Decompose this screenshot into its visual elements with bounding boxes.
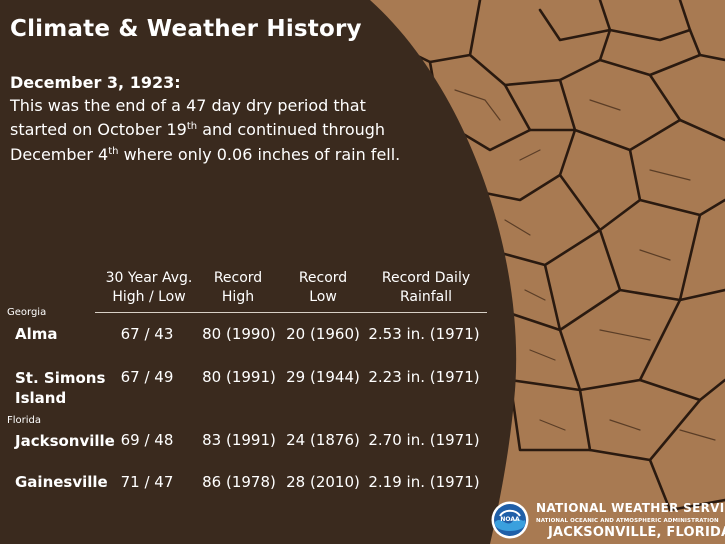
event-date: December 3, 1923: (10, 73, 181, 92)
city-name: St. Simons Island (15, 369, 106, 407)
svg-text:NOAA: NOAA (500, 516, 520, 523)
cell-record-high: 83 (1991) (202, 431, 276, 449)
header-avg: 30 Year Avg. High / Low (105, 270, 193, 305)
header-record-low: Record Low (298, 270, 348, 305)
cell-record-high: 80 (1991) (202, 368, 276, 386)
city-name: Gainesville (15, 473, 108, 491)
state-label-georgia: Georgia (7, 307, 47, 318)
header-divider (95, 312, 487, 313)
cell-record-rainfall: 2.23 in. (1971) (368, 368, 480, 386)
cell-record-low: 28 (2010) (286, 473, 360, 491)
cell-record-rainfall: 2.53 in. (1971) (368, 325, 480, 343)
description-line-2: started on October 19th and continued th… (10, 120, 386, 139)
city-name: Alma (15, 325, 58, 343)
cell-record-rainfall: 2.70 in. (1971) (368, 431, 480, 449)
header-record-high: Record High (213, 270, 263, 305)
cell-record-rainfall: 2.19 in. (1971) (368, 473, 480, 491)
cell-avg: 67 / 49 (120, 368, 174, 386)
description-line-3: December 4th where only 0.06 inches of r… (10, 145, 401, 164)
nws-office-location: JACKSONVILLE, FLORIDA (548, 525, 725, 540)
nws-org-name: NATIONAL WEATHER SERVICE (536, 501, 725, 515)
cell-avg: 71 / 47 (120, 473, 174, 491)
cell-record-high: 86 (1978) (202, 473, 276, 491)
cell-avg: 69 / 48 (120, 431, 174, 449)
cell-record-low: 24 (1876) (286, 431, 360, 449)
cell-record-low: 29 (1944) (286, 368, 360, 386)
state-label-florida: Florida (7, 415, 42, 426)
noaa-agency-name: NATIONAL OCEANIC AND ATMOSPHERIC ADMINIS… (536, 518, 719, 524)
header-record-rainfall: Record Daily Rainfall (381, 270, 471, 305)
noaa-logo: NOAA (491, 501, 529, 539)
cell-record-low: 20 (1960) (286, 325, 360, 343)
description-line-1: This was the end of a 47 day dry period … (10, 96, 366, 115)
page-title: Climate & Weather History (10, 16, 362, 42)
city-name: Jacksonville (15, 432, 115, 450)
cell-record-high: 80 (1990) (202, 325, 276, 343)
cell-avg: 67 / 43 (120, 325, 174, 343)
